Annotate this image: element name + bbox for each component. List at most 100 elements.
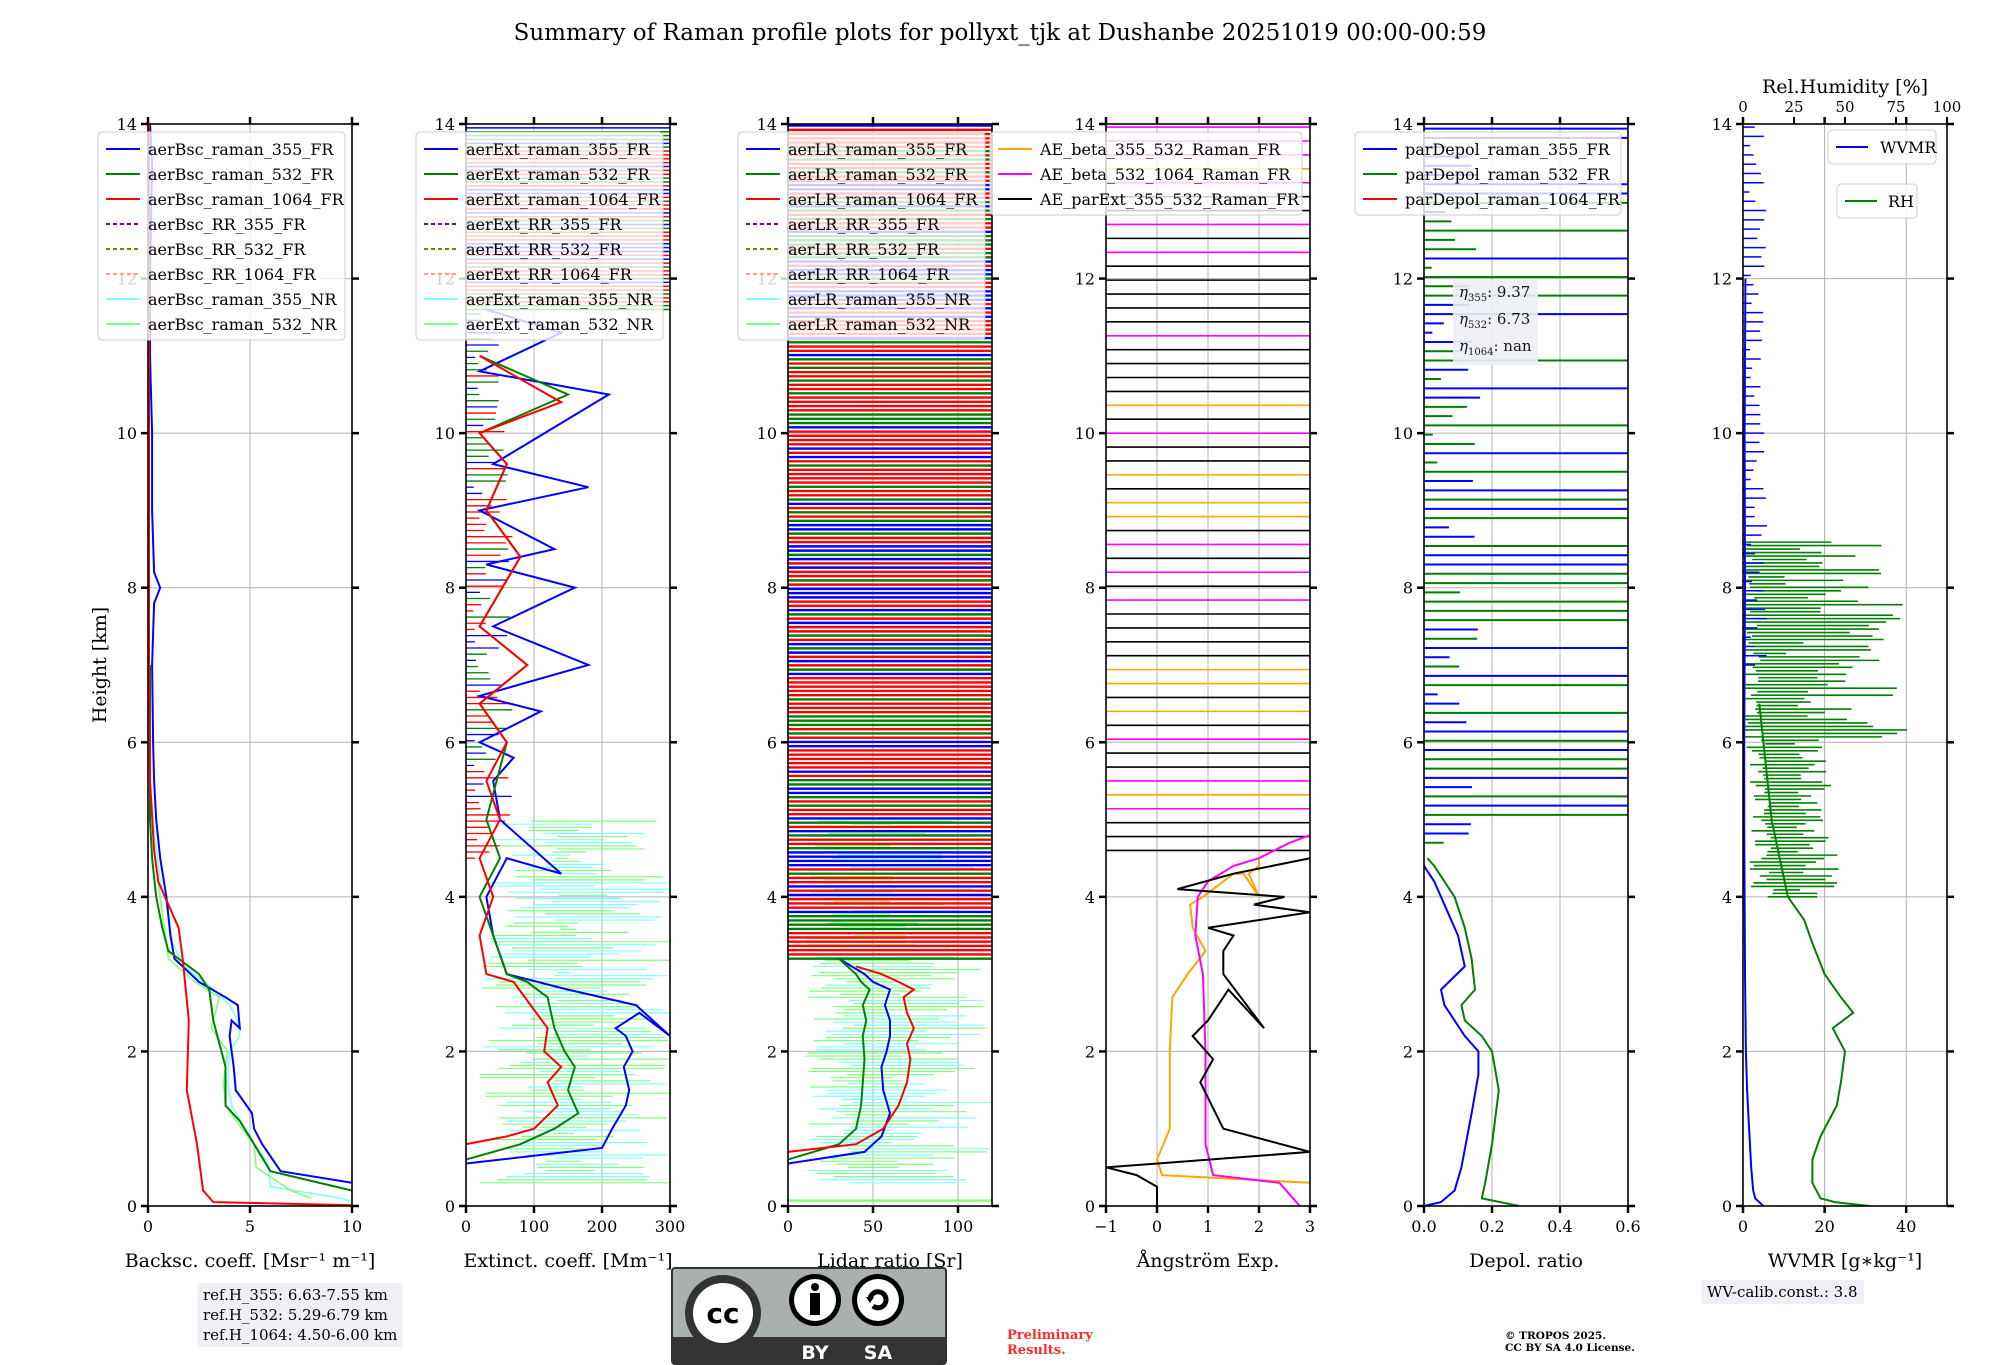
legend-frame (1354, 131, 1622, 216)
series-AE_beta_355_532_Raman_FR (1155, 858, 1310, 1184)
y-tick-label: 14 (1393, 115, 1413, 134)
legend: AE_beta_355_532_Raman_FR AE_beta_532_1064… (989, 131, 1303, 216)
legend-label: aerExt_RR_532_FR (466, 240, 623, 259)
x-tick-label: 100 (943, 1217, 974, 1236)
y-tick-label: 0 (445, 1197, 455, 1216)
legend-frame (415, 131, 664, 341)
x-axis-label: Extinct. coeff. [Mm⁻¹] (463, 1250, 672, 1272)
series-WVMR (1743, 278, 1765, 1206)
x-tick-label: 0 (1152, 1217, 1162, 1236)
legend: aerExt_raman_355_FR aerExt_raman_532_FRae… (415, 131, 664, 341)
y-tick-label: 6 (1403, 733, 1413, 752)
y-tick-label: 10 (1075, 424, 1095, 443)
y-tick-label: 8 (1085, 579, 1095, 598)
y-tick-label: 14 (117, 115, 137, 134)
legend-label: AE_beta_532_1064_Raman_FR (1039, 165, 1291, 184)
y-tick-label: 6 (767, 733, 777, 752)
series-aerBsc_raman_1064_FR (148, 124, 352, 1206)
ref-height-355: ref.H_355: 6.63-7.55 km (203, 1286, 388, 1304)
legend-wvmr: WVMR (1827, 129, 1937, 165)
noise-layers (1424, 127, 1628, 844)
y-tick-label: 10 (757, 424, 777, 443)
y-tick-label: 0 (1085, 1197, 1095, 1216)
ref-height-532: ref.H_532: 5.29-6.79 km (203, 1306, 388, 1324)
x-tick-label: 1 (1203, 1217, 1213, 1236)
y-tick-label: 4 (767, 888, 777, 907)
legend-label: aerBsc_raman_532_FR (148, 165, 334, 184)
legend-label: aerLR_RR_532_FR (788, 240, 940, 259)
legend-label: WVMR (1880, 138, 1937, 157)
y-tick-label: 4 (445, 888, 455, 907)
y-tick-label: 8 (1403, 579, 1413, 598)
legend-label: aerBsc_RR_355_FR (148, 215, 306, 234)
legend-label: aerBsc_raman_1064_FR (148, 190, 345, 209)
y-tick-label: 6 (1085, 733, 1095, 752)
eta-box: η355: 9.37 η532: 6.73 η1064: nan (1453, 280, 1538, 365)
panel-ext: 010020030002468101214Extinct. coeff. [Mm… (415, 115, 686, 1272)
series-aerExt_raman_355_FR (466, 308, 670, 1165)
ref-height-1064: ref.H_1064: 4.50-6.00 km (203, 1326, 398, 1344)
x-axis-label: Depol. ratio (1469, 1250, 1583, 1272)
y-tick-label: 6 (127, 733, 137, 752)
panel-bsc: 051002468101214Backsc. coeff. [Msr⁻¹ m⁻¹… (97, 115, 375, 1272)
series-parDepol_raman_532_FR (1426, 857, 1520, 1206)
panel-depol: 0.0 0.2 0.4 0.6 0 2 4 6 8 10 12 14 Depol. ratio parDe… (1354, 115, 1641, 1272)
x-tick-label: 0.4 (1547, 1217, 1572, 1236)
axes-frame (1423, 123, 1629, 1207)
svg-text:BY: BY (801, 1342, 828, 1364)
legend-label: RH (1888, 192, 1914, 211)
legend-label: aerLR_RR_355_FR (788, 215, 940, 234)
y-tick-label: 10 (1393, 424, 1413, 443)
y-tick-label: 8 (127, 579, 137, 598)
legend-label: aerExt_raman_355_FR (466, 140, 651, 159)
x-tick-label: 100 (519, 1217, 550, 1236)
y-tick-label: 4 (1403, 888, 1413, 907)
y-tick-label: 8 (767, 579, 777, 598)
ref-height-box: ref.H_355: 6.63-7.55 km ref.H_532: 5.29-… (197, 1283, 404, 1347)
top-x-tick-label: 0 (1738, 98, 1748, 116)
legend: aerLR_raman_355_FR aerLR_raman_532_FR aerL… (737, 131, 986, 341)
series-aerExt_raman_532_FR (466, 354, 580, 1161)
series-aerLR_raman_532_FR (788, 957, 871, 1161)
axes-frame (465, 123, 671, 1207)
y-tick-label: 0 (127, 1197, 137, 1216)
y-tick-label: 2 (1722, 1042, 1732, 1061)
cc-by-sa-badge: cc BY SA (671, 1267, 947, 1365)
y-tick-label: 2 (1403, 1042, 1413, 1061)
y-axis-label: Height [km] (89, 607, 111, 723)
legend-rh: RH (1836, 183, 1918, 219)
y-tick-label: 0 (1403, 1197, 1413, 1216)
legend-label: aerLR_raman_355_FR (788, 140, 968, 159)
x-tick-label: 3 (1305, 1217, 1315, 1236)
legend-label: aerBsc_raman_355_FR (148, 140, 334, 159)
y-tick-label: 0 (1722, 1197, 1732, 1216)
y-tick-label: 4 (1085, 888, 1095, 907)
legend-label: aerExt_raman_355_NR (466, 290, 654, 309)
legend-label: parDepol_raman_1064_FR (1405, 190, 1621, 209)
x-axis-label: WVMR [g∗kg⁻¹] (1768, 1250, 1922, 1272)
y-tick-label: 2 (767, 1042, 777, 1061)
legend-label: aerBsc_raman_532_NR (148, 315, 337, 334)
y-tick-label: 12 (1393, 270, 1413, 289)
x-tick-label: 300 (655, 1217, 686, 1236)
x-tick-label: 200 (587, 1217, 618, 1236)
legend-frame (737, 131, 986, 341)
y-tick-label: 10 (435, 424, 455, 443)
axes-frame (1742, 123, 1948, 1207)
y-tick-label: 14 (1075, 115, 1095, 134)
y-tick-label: 14 (757, 115, 777, 134)
legend-label: aerExt_RR_1064_FR (466, 265, 633, 284)
eta-532: η532: 6.73 (1459, 310, 1531, 331)
x-tick-label: 0.0 (1411, 1217, 1436, 1236)
axes-frame (787, 123, 993, 1207)
legend-label: aerLR_raman_532_NR (788, 315, 971, 334)
x-tick-label: 50 (863, 1217, 883, 1236)
y-tick-label: 8 (445, 579, 455, 598)
top-x-tick-label: 25 (1784, 98, 1803, 116)
series-AE_parExt_355_532_Raman_FR (1106, 857, 1310, 1206)
y-tick-label: 2 (1085, 1042, 1095, 1061)
y-tick-label: 10 (1712, 424, 1732, 443)
legend-label: parDepol_raman_355_FR (1405, 140, 1611, 159)
copyright-note: © TROPOS 2025. CC BY SA 4.0 License. (1505, 1330, 1635, 1354)
